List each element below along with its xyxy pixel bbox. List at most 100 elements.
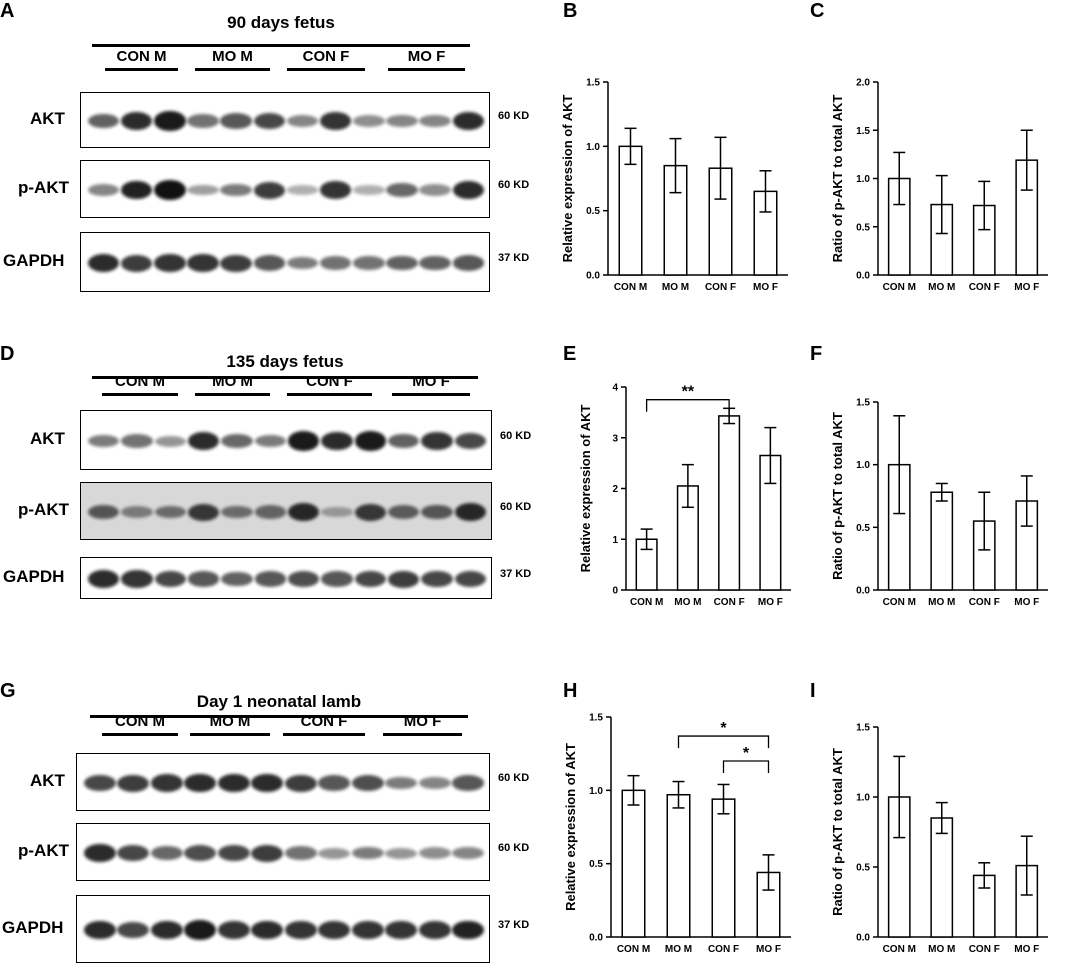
lane-group-line [383,733,462,736]
blot-band [452,180,485,200]
blot-band [287,431,320,451]
blot-band [452,775,485,791]
blot-band [117,921,150,939]
blot-band [154,180,186,200]
x-tick-label: MO M [928,282,955,293]
blot-row-label: AKT [30,771,65,790]
significance-marker: ** [682,384,695,401]
blot-band [452,920,485,940]
blot-band [287,502,320,522]
blot-band [120,111,153,131]
blot-band [385,921,418,939]
bar [666,793,691,938]
blot-band [253,255,286,271]
lane-group-line [105,68,178,71]
blot-band [321,431,353,451]
blot-band [87,434,120,448]
x-tick-label: MO M [665,944,692,955]
blot-band [452,255,485,271]
blot-band [354,570,387,588]
y-tick-label: 0.5 [856,863,870,874]
blot-band [421,570,453,588]
blot-band [154,254,186,272]
x-tick-label: CON F [969,597,1000,608]
blot-band [351,775,384,791]
y-tick-label: 1.5 [856,723,870,734]
blot-band [284,921,317,939]
y-tick-label: 1 [612,535,618,546]
blot-band [452,111,485,131]
lane-group-label: MO M [209,713,251,730]
bar-chart-c: Ratio of p-AKT to total AKT 0.0 0.5 1.0 1.5 2… [830,78,1048,293]
x-tick-label: MO F [753,282,778,293]
blot-band [120,180,153,200]
blot-membrane-p-akt [80,482,492,540]
blot-band [452,846,485,860]
blot-band [184,845,217,861]
panel-label-b: B [563,0,578,22]
blot-band [150,774,183,792]
x-tick-label: CON F [708,944,739,955]
lane-group-label: MO M [212,373,253,390]
blot-band [353,115,385,127]
blot-band [87,113,120,129]
y-tick-label: 0.5 [856,222,870,233]
blot-band [421,432,453,450]
blot-band [353,256,385,270]
y-tick-label: 0.5 [586,206,600,217]
blot-band [287,571,320,587]
blot-band [419,255,451,271]
blot-band [454,570,487,588]
blot-band [419,114,451,128]
blot-band [418,776,451,790]
lane-group-line [195,68,270,71]
y-tick-label: 0.5 [589,859,603,870]
molecular-weight-label: 37 KD [500,568,532,580]
blot-band [187,503,220,521]
molecular-weight-label: 37 KD [498,919,530,931]
y-axis-label: Ratio of p-AKT to total AKT [830,95,845,263]
blot-band [83,843,116,863]
lane-group-line [283,733,365,736]
blot-band [87,253,120,273]
panel-label-i: I [810,680,816,702]
blot-band [454,502,487,522]
blot-row-label: GAPDH [2,918,64,937]
y-tick-label: 0.0 [586,271,600,282]
blot-band [418,847,451,859]
blot-row-label: p-AKT [18,500,69,519]
x-tick-label: CON F [969,944,1000,955]
blot-band [321,507,353,517]
panel-label-d: D [0,343,15,365]
lane-group-label: MO M [212,48,253,65]
blot-membrane-gapdh [80,557,492,599]
blot-band [187,114,219,128]
lane-group-line [287,68,365,71]
y-tick-label: 0.0 [856,586,870,597]
x-tick-label: CON F [969,282,1000,293]
blot-band [386,255,418,271]
bar [930,817,954,938]
panel-label-f: F [810,343,823,365]
y-tick-label: 1.0 [856,460,870,471]
blot-band [121,434,153,448]
blot-band [385,847,418,859]
blot-row-label: p-AKT [18,841,69,860]
blot-row-label: AKT [30,429,65,448]
blot-band [418,921,451,939]
blot-band [221,434,253,448]
x-tick-label: MO M [674,597,701,608]
blot-band [318,847,351,859]
blot-band [87,183,120,197]
blot-band [387,433,420,449]
molecular-weight-label: 60 KD [498,772,530,784]
y-tick-label: 1.0 [856,174,870,185]
blot-band [351,921,384,939]
blot-band [354,503,387,521]
x-tick-label: MO F [758,597,783,608]
panel-label-h: H [563,680,578,702]
y-axis-label: Relative expression of AKT [578,405,593,573]
blot-membrane-gapdh [76,895,490,963]
x-tick-label: CON M [614,282,647,293]
blot-row-label: GAPDH [3,251,65,270]
